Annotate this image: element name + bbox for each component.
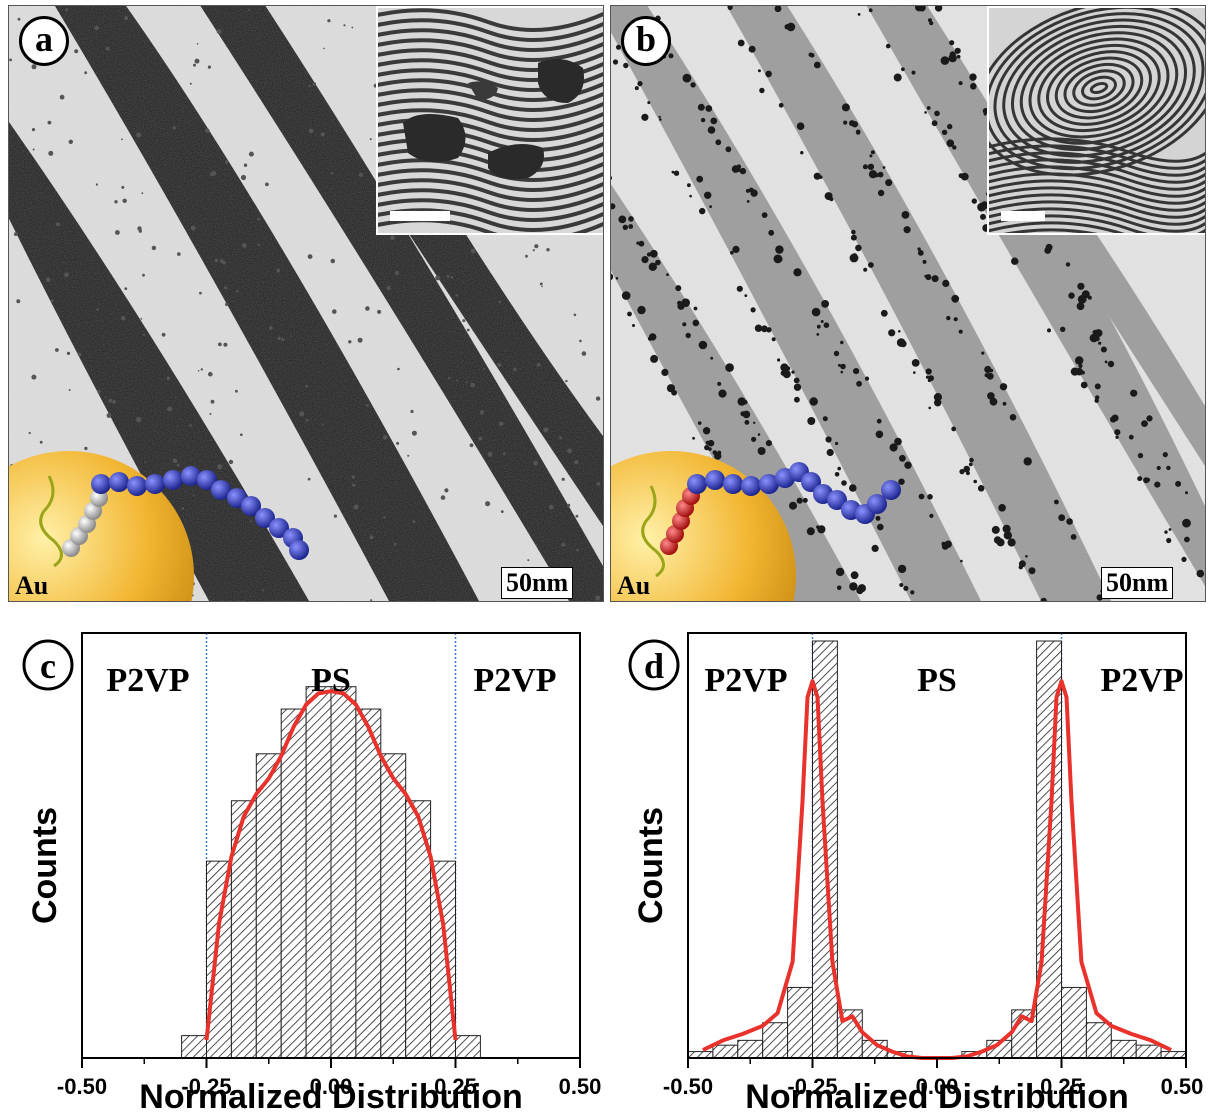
x-tick-label: 0.50 (559, 1074, 602, 1099)
histogram-bar (207, 861, 232, 1058)
histogram-bar (1111, 1040, 1136, 1058)
x-tick-label: -0.50 (57, 1074, 107, 1099)
region-label: PS (917, 662, 957, 699)
scale-bar-label-b: 50nm (1101, 567, 1173, 599)
region-label: PS (311, 662, 351, 699)
histogram-bar (738, 1040, 763, 1058)
region-label: P2VP (704, 662, 787, 699)
histogram-bar (356, 709, 381, 1058)
histogram-bar (1136, 1045, 1161, 1058)
histogram-bar (381, 754, 406, 1058)
histogram-bar (256, 754, 281, 1058)
y-axis-title: Counts (632, 807, 670, 924)
tem-image-b: b Au 50nm (610, 5, 1206, 602)
x-axis-title: Normalized Distribution (745, 1078, 1128, 1113)
region-label: P2VP (473, 662, 556, 699)
region-label: P2VP (106, 662, 189, 699)
au-label-a: Au (15, 571, 48, 601)
histogram-bar (431, 861, 456, 1058)
histogram-bar (281, 709, 306, 1058)
panel-letter-b: b (621, 16, 671, 66)
histogram-bar (763, 1023, 788, 1058)
scale-bar-label-a: 50nm (501, 567, 573, 599)
histogram-bar (1086, 1023, 1111, 1058)
x-axis-title: Normalized Distribution (139, 1078, 522, 1113)
tem-image-a: a Au 50nm (8, 5, 604, 602)
histogram-bar (306, 687, 331, 1058)
histogram-bar (788, 987, 813, 1058)
au-label-b: Au (617, 571, 650, 601)
histogram-bar (182, 1036, 207, 1058)
histogram-bar (1062, 987, 1087, 1058)
panel-letter-a: a (19, 16, 69, 66)
fit-curve (703, 681, 1171, 1058)
y-axis-title: Counts (26, 807, 64, 924)
inset-image-a (376, 6, 604, 235)
histogram-bar (456, 1036, 481, 1058)
panel-letter-c: c (40, 646, 56, 686)
x-tick-label: 0.50 (1161, 1074, 1204, 1099)
inset-image-b (987, 6, 1206, 235)
histogram-bar (331, 687, 356, 1058)
panel-letter-d: d (644, 646, 664, 686)
x-tick-label: -0.50 (663, 1074, 713, 1099)
region-label: P2VP (1100, 662, 1183, 699)
histogram-bar (713, 1045, 738, 1058)
